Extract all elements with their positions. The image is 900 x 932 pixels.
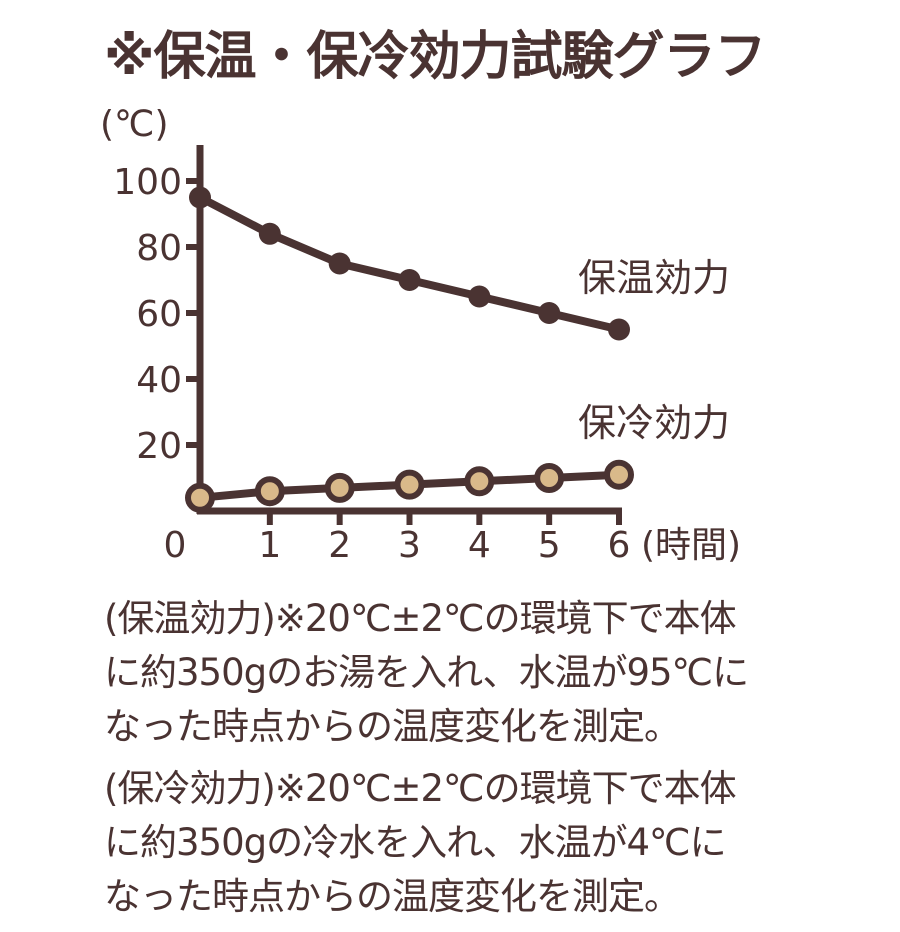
data-point — [398, 269, 421, 291]
data-point — [394, 469, 425, 500]
x-axis-label: (時間) — [641, 525, 741, 566]
data-point — [604, 459, 634, 490]
x-tick-label: 6 — [608, 525, 631, 566]
data-point — [534, 463, 565, 493]
data-point — [468, 285, 491, 308]
data-point — [185, 482, 215, 513]
x-tick-label: 5 — [538, 525, 561, 566]
data-point — [464, 466, 495, 497]
test-notes: (保温効力)※20℃±2℃の環境下で本体 に約350gのお湯を入れ、水温が95℃… — [104, 592, 864, 932]
series-label: 保冷効力 — [578, 401, 730, 445]
data-point — [608, 318, 630, 341]
x-tick-label: 0 — [164, 525, 187, 566]
cold-retention-note: (保冷効力)※20℃±2℃の環境下で本体 に約350gの冷水を入れ、水温が4℃に… — [104, 767, 737, 918]
data-point — [254, 476, 285, 507]
data-point — [258, 222, 281, 245]
data-point — [328, 252, 351, 275]
x-tick-label: 2 — [328, 525, 351, 566]
data-point — [538, 302, 561, 324]
data-point — [324, 472, 355, 503]
x-tick-label: 4 — [468, 525, 491, 566]
heat-retention-note: (保温効力)※20℃±2℃の環境下で本体 に約350gのお湯を入れ、水温が95℃… — [104, 597, 749, 748]
chart-series — [185, 186, 634, 513]
series-label: 保温効力 — [578, 256, 730, 300]
y-tick-label: 60 — [136, 294, 182, 335]
x-tick-label: 3 — [398, 525, 421, 566]
y-tick-label: 40 — [136, 360, 182, 401]
chart-title: ※保温・保冷効力試験グラフ — [104, 27, 767, 87]
y-tick-label: 100 — [113, 162, 182, 203]
x-tick-label: 1 — [258, 525, 281, 566]
y-axis-label: (℃) — [100, 104, 169, 145]
y-tick-label: 20 — [136, 426, 182, 467]
data-point — [189, 186, 211, 209]
y-tick-label: 80 — [136, 228, 182, 269]
